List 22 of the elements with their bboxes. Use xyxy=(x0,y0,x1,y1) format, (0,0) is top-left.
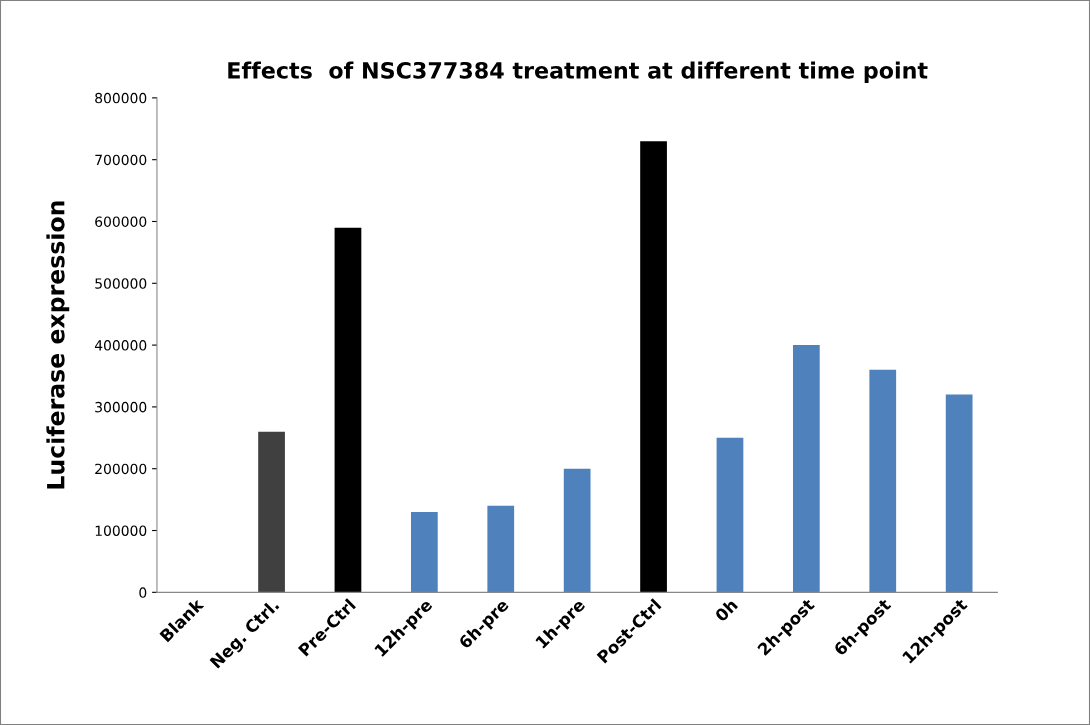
bar xyxy=(945,394,973,593)
x-tick-label: 0h xyxy=(713,598,739,623)
y-tick-label: 500000 xyxy=(95,278,147,289)
y-tick-label: 200000 xyxy=(95,463,147,475)
y-tick-label: 300000 xyxy=(95,401,147,413)
bar xyxy=(258,431,285,593)
bar xyxy=(487,505,515,593)
y-tick-label: 800000 xyxy=(95,92,147,104)
y-tick-label: 700000 xyxy=(95,154,147,166)
bar xyxy=(640,141,667,593)
bar xyxy=(869,369,897,593)
bar xyxy=(410,511,438,593)
y-tick-label: 600000 xyxy=(95,216,147,227)
bar xyxy=(563,468,591,593)
y-tick-label: 0 xyxy=(139,587,147,598)
bar xyxy=(792,345,820,593)
bar xyxy=(334,227,362,593)
y-tick-label: 100000 xyxy=(95,525,147,536)
y-tick-label: 400000 xyxy=(94,340,147,351)
y-axis-title: Luciferase expression xyxy=(46,201,70,489)
chart-title: Effects of NSC377384 treatment at different time point xyxy=(228,61,928,84)
bar xyxy=(716,437,744,593)
